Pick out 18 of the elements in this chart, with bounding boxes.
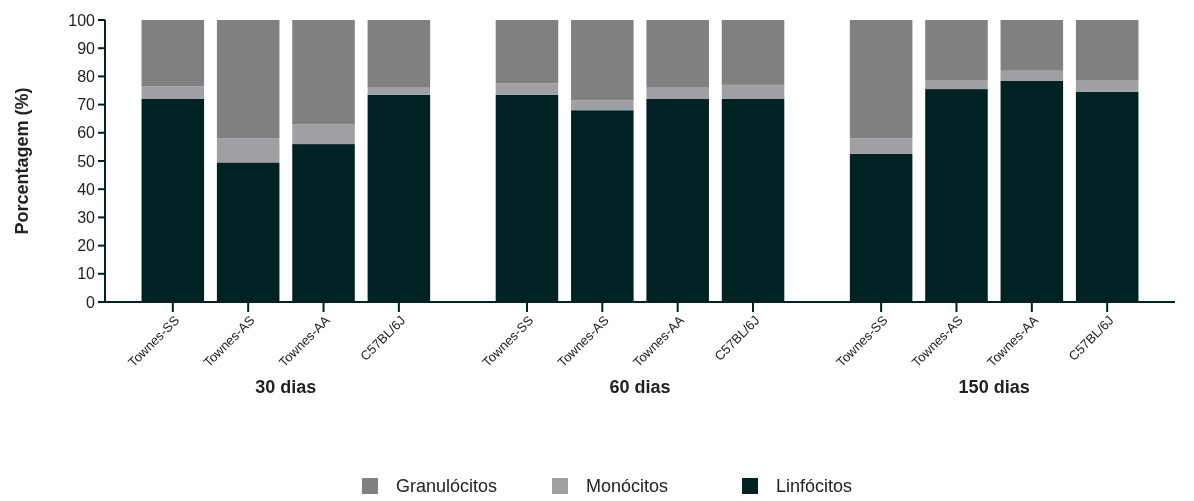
legend-label: Linfócitos: [776, 476, 853, 497]
y-tick-label: 40: [77, 180, 96, 198]
y-tick-label: 100: [68, 11, 96, 29]
text: 60 dias: [609, 377, 671, 397]
legend-label: Monócitos: [586, 476, 669, 497]
y-tick-label: 80: [77, 68, 96, 85]
y-tick-label: 0: [86, 293, 96, 311]
y-axis-title: Porcentagem (%): [12, 87, 32, 235]
y-tick-label: 50: [77, 152, 96, 170]
y-tick-label: 10: [77, 265, 96, 283]
y-tick-label: 30: [77, 209, 96, 226]
legend-label: Granulócitos: [396, 476, 498, 497]
text: 150 dias: [958, 377, 1030, 397]
y-tick-label: 20: [77, 237, 96, 255]
y-tick-label: 60: [77, 124, 96, 142]
y-tick-label: 90: [77, 39, 96, 57]
text: 30 dias: [255, 377, 317, 397]
y-tick-label: 70: [77, 96, 96, 114]
